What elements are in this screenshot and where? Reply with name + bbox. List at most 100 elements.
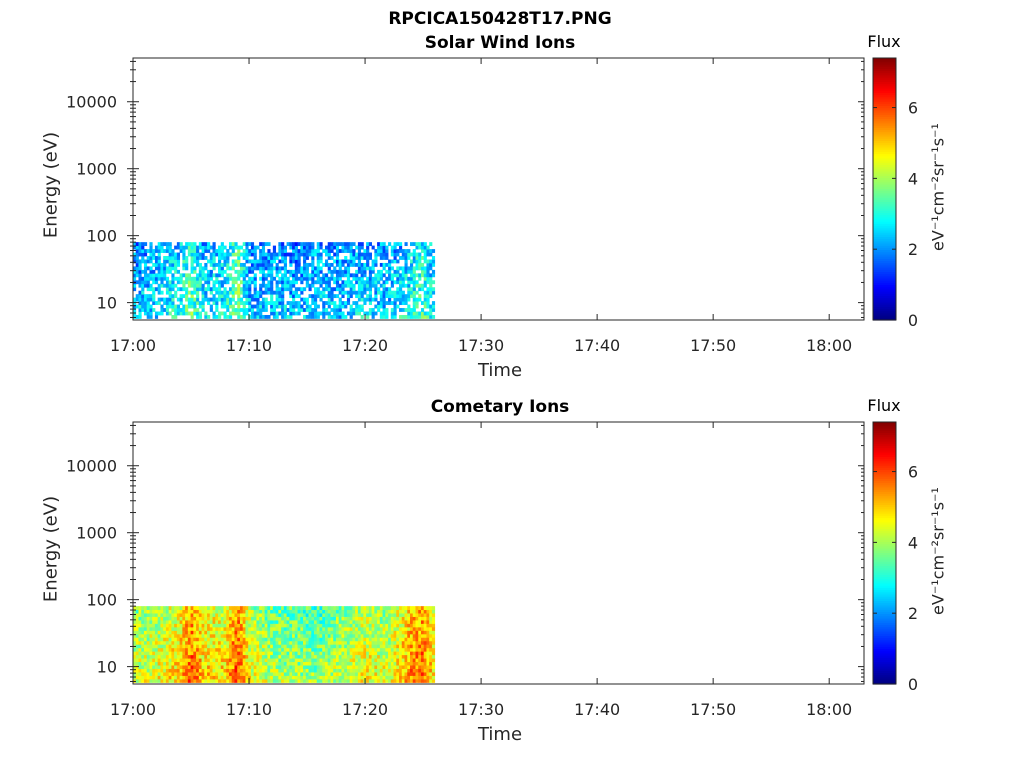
spectrogram-cell (228, 606, 233, 611)
spectrogram-cell (220, 616, 224, 621)
spectrogram-cell (388, 287, 392, 292)
spectrogram-cell (420, 668, 425, 673)
spectrogram-cell (283, 613, 287, 617)
spectrogram-cell (396, 675, 400, 680)
spectrogram-cell (196, 665, 200, 669)
spectrogram-cell (420, 623, 425, 628)
spectrogram-cell (297, 672, 301, 676)
spectrogram-cell (163, 283, 167, 288)
spectrogram-cell (393, 606, 397, 611)
spectrogram-cell (410, 654, 414, 659)
spectrogram-cell (157, 675, 161, 680)
spectrogram-cell (138, 623, 142, 628)
spectrogram-cell (228, 661, 233, 666)
spectrogram-cell (272, 651, 277, 656)
spectrogram-cell (215, 252, 219, 257)
spectrogram-cell (338, 283, 342, 288)
spectrogram-cell (157, 609, 161, 614)
spectrogram-cell (228, 290, 233, 295)
spectrogram-cell (374, 678, 378, 683)
spectrogram-cell (264, 637, 268, 642)
spectrogram-cell (426, 675, 430, 680)
spectrogram-cell (182, 623, 186, 628)
spectrogram-cell (357, 633, 362, 638)
spectrogram-cell (412, 280, 416, 285)
spectrogram-cell (237, 665, 241, 669)
spectrogram-cell (283, 256, 287, 260)
spectrogram-cell (253, 252, 257, 257)
spectrogram-cell (259, 311, 263, 316)
spectrogram-cell (297, 640, 301, 645)
spectrogram-cell (185, 294, 189, 299)
spectrogram-cell (207, 242, 211, 247)
spectrogram-cell (190, 304, 194, 309)
spectrogram-cell (357, 252, 362, 257)
spectrogram-cell (374, 290, 378, 295)
spectrogram-cell (168, 609, 172, 614)
spectrogram-cell (261, 290, 266, 295)
spectrogram-cell (250, 308, 255, 312)
spectrogram-cell (333, 287, 337, 292)
spectrogram-cell (272, 620, 277, 624)
spectrogram-cell (168, 283, 172, 288)
spectrogram-cell (349, 675, 353, 680)
spectrogram-cell (212, 242, 216, 247)
spectrogram-cell (187, 276, 191, 281)
spectrogram-cell (218, 606, 222, 611)
spectrogram-cell (374, 630, 378, 635)
spectrogram-cell (338, 242, 342, 247)
spectrogram-cell (289, 262, 293, 267)
spectrogram-cell (212, 633, 216, 638)
spectrogram-cell (344, 269, 348, 274)
spectrogram-cell (379, 651, 383, 656)
spectrogram-cell (163, 630, 167, 635)
spectrogram-cell (303, 609, 307, 614)
spectrogram-cell (396, 620, 400, 624)
spectrogram-cell (272, 668, 277, 673)
spectrogram-cell (355, 647, 359, 652)
spectrogram-cell (338, 640, 342, 645)
spectrogram-cell (396, 616, 400, 621)
spectrogram-cell (187, 616, 191, 621)
spectrogram-cell (176, 633, 181, 638)
spectrogram-cell (292, 308, 296, 312)
spectrogram-cell (388, 616, 392, 621)
spectrogram-cell (160, 647, 164, 652)
spectrogram-cell (355, 308, 359, 312)
spectrogram-cell (267, 606, 271, 611)
spectrogram-cell (423, 651, 427, 656)
spectrogram-cell (182, 661, 186, 666)
spectrogram-cell (176, 661, 181, 666)
panel-title: Cometary Ions (431, 397, 570, 417)
spectrogram-cell (297, 311, 301, 316)
spectrogram-cell (275, 287, 279, 292)
spectrogram-cell (248, 287, 252, 292)
spectrogram-cell (300, 266, 304, 271)
spectrogram-cell (212, 626, 216, 631)
spectrogram-cell (245, 283, 249, 288)
spectrogram-cell (168, 280, 172, 285)
spectrogram-cell (256, 651, 260, 656)
spectrogram-cell (297, 262, 301, 267)
spectrogram-cell (407, 606, 411, 611)
spectrogram-cell (286, 633, 290, 638)
spectrogram-cell (396, 266, 400, 271)
spectrogram-cell (135, 630, 139, 635)
spectrogram-cell (185, 266, 189, 271)
spectrogram-cell (363, 668, 367, 673)
spectrogram-cell (393, 314, 397, 319)
spectrogram-cell (322, 654, 326, 659)
spectrogram-cell (176, 630, 181, 635)
spectrogram-cell (190, 644, 194, 649)
spectrogram-cell (385, 280, 389, 285)
spectrogram-cell (382, 644, 386, 649)
spectrogram-cell (196, 311, 200, 316)
spectrogram-cell (363, 637, 367, 642)
spectrogram-cell (305, 249, 309, 253)
spectrogram-cell (333, 637, 337, 642)
spectrogram-cell (401, 640, 405, 645)
spectrogram-cell (404, 661, 408, 666)
spectrogram-cell (154, 276, 159, 281)
spectrogram-cell (311, 637, 315, 642)
spectrogram-cell (138, 252, 142, 257)
